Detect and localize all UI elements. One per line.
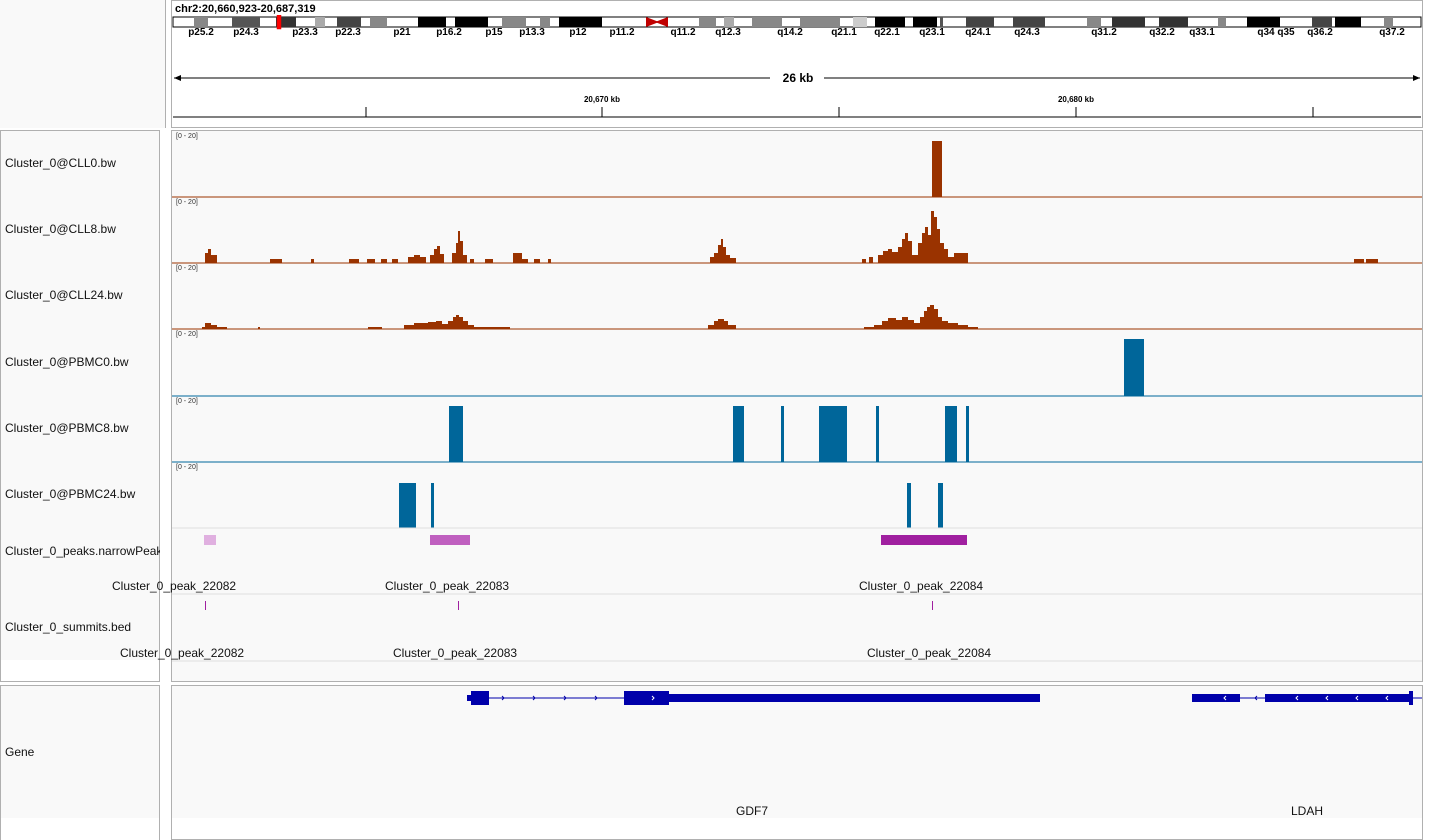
- peak-label-22082[interactable]: Cluster_0_peak_22082: [112, 579, 237, 593]
- summit-label-22082[interactable]: Cluster_0_peak_22082: [120, 646, 245, 660]
- gene-track-features[interactable]: [172, 686, 1422, 839]
- track-name-panel-footer: [1, 660, 159, 681]
- gene-label-ldah[interactable]: LDAH: [1291, 804, 1324, 818]
- band-label-q23-1: q23.1: [919, 27, 945, 38]
- band-label-q12-3: q12.3: [715, 27, 741, 38]
- band-label-p15: p15: [485, 27, 503, 38]
- gene-data-panel: GDF7 LDAH: [171, 685, 1423, 840]
- gene-ldah-model: [1192, 691, 1422, 705]
- track-pbmc8-signal: [172, 406, 1422, 463]
- track-name-summits[interactable]: Cluster_0_summits.bed: [5, 620, 132, 634]
- range-cll8: [0 - 20]: [176, 199, 198, 206]
- band-label-p16-2: p16.2: [436, 27, 462, 38]
- range-cll24: [0 - 20]: [176, 265, 198, 272]
- track-name-cll8[interactable]: Cluster_0@CLL8.bw: [5, 222, 116, 236]
- band-label-q35: q35: [1277, 27, 1295, 38]
- current-region-marker: [276, 15, 282, 30]
- band-label-q11-2: q11.2: [670, 27, 696, 38]
- band-labels: p25.2 p24.3 p23.3 p22.3 p21 p16.2 p15 p13.3 p12 p…: [172, 27, 1422, 39]
- track-name-pbmc0[interactable]: Cluster_0@PBMC0.bw: [5, 355, 129, 369]
- ruler-tick-label-2: 20,680 kb: [1057, 95, 1095, 104]
- band-label-q31-2: q31.2: [1091, 27, 1117, 38]
- gene-gdf7-model: [467, 691, 1040, 705]
- track-peaks-features: [172, 535, 1422, 595]
- summit-label-22084[interactable]: Cluster_0_peak_22084: [867, 646, 992, 660]
- band-label-p11-2: p11.2: [609, 27, 635, 38]
- band-label-p13-3: p13.3: [519, 27, 545, 38]
- track-name-panel: [0, 130, 160, 682]
- track-cll8-signal: [172, 211, 1422, 264]
- range-cll0: [0 - 20]: [176, 133, 198, 140]
- gene-name-panel-footer: [1, 818, 159, 840]
- header-data-panel: chr2:20,660,923-20,687,319: [171, 0, 1423, 128]
- band-label-p25-2: p25.2: [188, 27, 214, 38]
- track-name-pbmc8[interactable]: Cluster_0@PBMC8.bw: [5, 421, 129, 435]
- track-pbmc24-signal: [172, 483, 1422, 529]
- track-name-peaks[interactable]: Cluster_0_peaks.narrowPeak: [5, 544, 160, 558]
- band-label-q32-2: q32.2: [1149, 27, 1175, 38]
- range-pbmc24: [0 - 20]: [176, 464, 198, 471]
- locus-label: chr2:20,660,923-20,687,319: [175, 3, 316, 15]
- band-label-q36-2: q36.2: [1307, 27, 1333, 38]
- ruler-span-label: 26 kb: [782, 71, 814, 85]
- signal-tracks[interactable]: [172, 131, 1422, 681]
- band-label-q33-1: q33.1: [1189, 27, 1215, 38]
- range-pbmc0: [0 - 20]: [176, 331, 198, 338]
- ruler-tick-label-1: 20,670 kb: [583, 95, 621, 104]
- band-label-q21-1: q21.1: [831, 27, 857, 38]
- track-cll24-signal: [172, 305, 1422, 330]
- track-name-cll0[interactable]: Cluster_0@CLL0.bw: [5, 156, 116, 170]
- track-data-panel: [0 - 20] [0 - 20] [0 - 20] [0 - 20] [0 -…: [112, 130, 1423, 682]
- track-summits-features: [172, 601, 1422, 662]
- peak-label-22083[interactable]: Cluster_0_peak_22083: [385, 579, 510, 593]
- gene-panel-footer: [172, 818, 1422, 839]
- range-pbmc8: [0 - 20]: [176, 398, 198, 405]
- band-label-p24-3: p24.3: [233, 27, 259, 38]
- band-label-p12: p12: [569, 27, 587, 38]
- track-pbmc0-signal: [172, 339, 1422, 397]
- track-name-pbmc24[interactable]: Cluster_0@PBMC24.bw: [5, 487, 136, 501]
- band-label-p23-3: p23.3: [292, 27, 318, 38]
- track-name-cll24[interactable]: Cluster_0@CLL24.bw: [5, 288, 123, 302]
- header-divider: [165, 0, 166, 128]
- band-label-p22-3: p22.3: [335, 27, 361, 38]
- header-name-panel: [0, 0, 165, 128]
- band-label-q24-1: q24.1: [965, 27, 991, 38]
- band-label-q37-2: q37.2: [1379, 27, 1405, 38]
- track-cll0-signal: [172, 141, 1422, 198]
- chromosome-ideogram[interactable]: [172, 15, 1422, 41]
- band-label-q22-1: q22.1: [874, 27, 900, 38]
- gene-name-panel: [0, 685, 160, 840]
- summit-label-22083[interactable]: Cluster_0_peak_22083: [393, 646, 518, 660]
- track-name-gene[interactable]: Gene: [5, 745, 35, 759]
- ruler: [173, 75, 1421, 118]
- band-label-p21: p21: [393, 27, 411, 38]
- band-label-q24-3: q24.3: [1014, 27, 1040, 38]
- band-label-q34: q34: [1257, 27, 1275, 38]
- band-label-q14-2: q14.2: [777, 27, 803, 38]
- peak-label-22084[interactable]: Cluster_0_peak_22084: [859, 579, 984, 593]
- gene-label-gdf7[interactable]: GDF7: [736, 804, 769, 818]
